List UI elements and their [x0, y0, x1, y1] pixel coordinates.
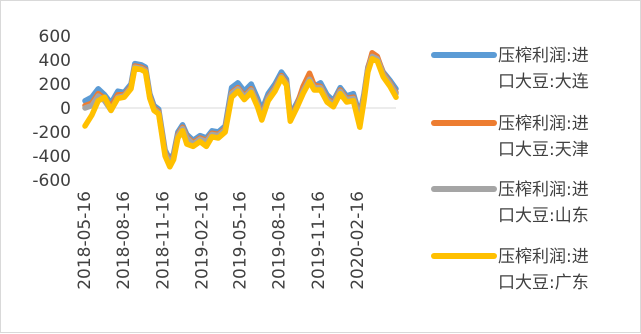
- y-tick-label: -200: [32, 123, 71, 143]
- x-tick-label: 2019-02-16: [193, 191, 213, 290]
- legend-label-line2: 口大豆:大连: [498, 72, 589, 92]
- x-tick-label: 2018-05-16: [75, 191, 95, 290]
- y-tick-label: 600: [39, 27, 71, 47]
- series-line-4: [82, 56, 399, 170]
- x-tick-label: 2019-11-16: [309, 191, 329, 290]
- y-tick-label: 0: [60, 99, 71, 119]
- y-axis: 600 400 200 0 -200 -400 -600: [32, 27, 71, 191]
- x-tick-label: 2019-08-16: [270, 191, 290, 290]
- x-tick-label: 2019-05-16: [231, 191, 251, 290]
- y-tick-label: 200: [39, 75, 71, 95]
- y-tick-label: -600: [32, 171, 71, 191]
- legend-label-line1: 压榨利润:进: [498, 247, 589, 267]
- legend-label-line1: 压榨利润:进: [498, 46, 589, 66]
- plot-lines: [82, 50, 399, 170]
- x-tick-label: 2018-08-16: [114, 191, 134, 290]
- x-tick-label: 2018-11-16: [153, 191, 173, 290]
- y-tick-label: 400: [39, 51, 71, 71]
- legend-label-line1: 压榨利润:进: [498, 180, 589, 200]
- legend: 压榨利润:进口大豆:大连压榨利润:进口大豆:天津压榨利润:进口大豆:山东压榨利润…: [431, 46, 589, 293]
- legend-label-line2: 口大豆:山东: [498, 206, 589, 226]
- x-tick-label: 2020-02-16: [348, 191, 368, 290]
- y-tick-label: -400: [32, 147, 71, 167]
- legend-label-line2: 口大豆:广东: [498, 273, 589, 293]
- legend-label-line1: 压榨利润:进: [498, 114, 589, 134]
- x-axis: 2018-05-16 2018-08-16 2018-11-16 2019-02-16…: [75, 107, 396, 290]
- legend-label-line2: 口大豆:天津: [498, 140, 589, 160]
